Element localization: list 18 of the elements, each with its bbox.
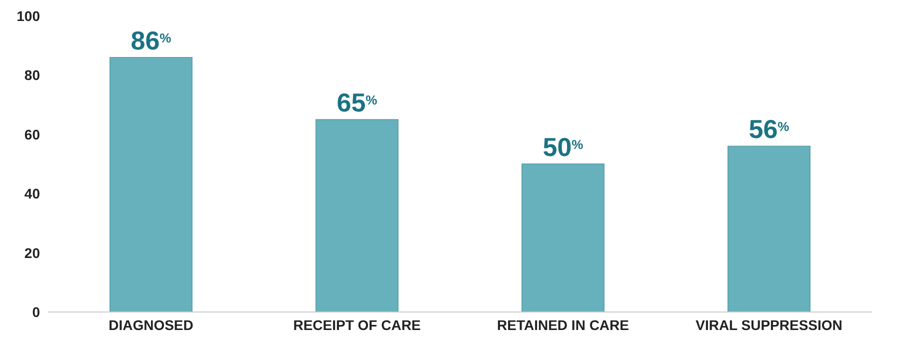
data-label: 56$^{%}$ bbox=[748, 114, 790, 144]
y-tick-label: 100 bbox=[16, 8, 40, 24]
bar bbox=[316, 119, 398, 312]
y-tick-label: 60 bbox=[24, 126, 40, 142]
y-tick-label: 80 bbox=[24, 67, 40, 84]
bar bbox=[522, 164, 604, 312]
x-tick-label: RECEIPT OF CARE bbox=[293, 316, 421, 333]
y-tick-label: 0 bbox=[32, 304, 40, 320]
x-tick-label: DIAGNOSED bbox=[108, 316, 194, 333]
bar bbox=[110, 56, 192, 312]
data-label: 65$^{%}$ bbox=[336, 88, 378, 118]
y-tick-label: 20 bbox=[24, 244, 40, 261]
data-label: 86$^{%}$ bbox=[130, 25, 172, 56]
x-tick-label: VIRAL SUPPRESSION bbox=[696, 316, 842, 333]
y-tick-label: 40 bbox=[24, 186, 40, 202]
data-label: 50$^{%}$ bbox=[542, 132, 584, 162]
x-tick-label: RETAINED IN CARE bbox=[497, 316, 629, 333]
bar bbox=[728, 146, 810, 312]
